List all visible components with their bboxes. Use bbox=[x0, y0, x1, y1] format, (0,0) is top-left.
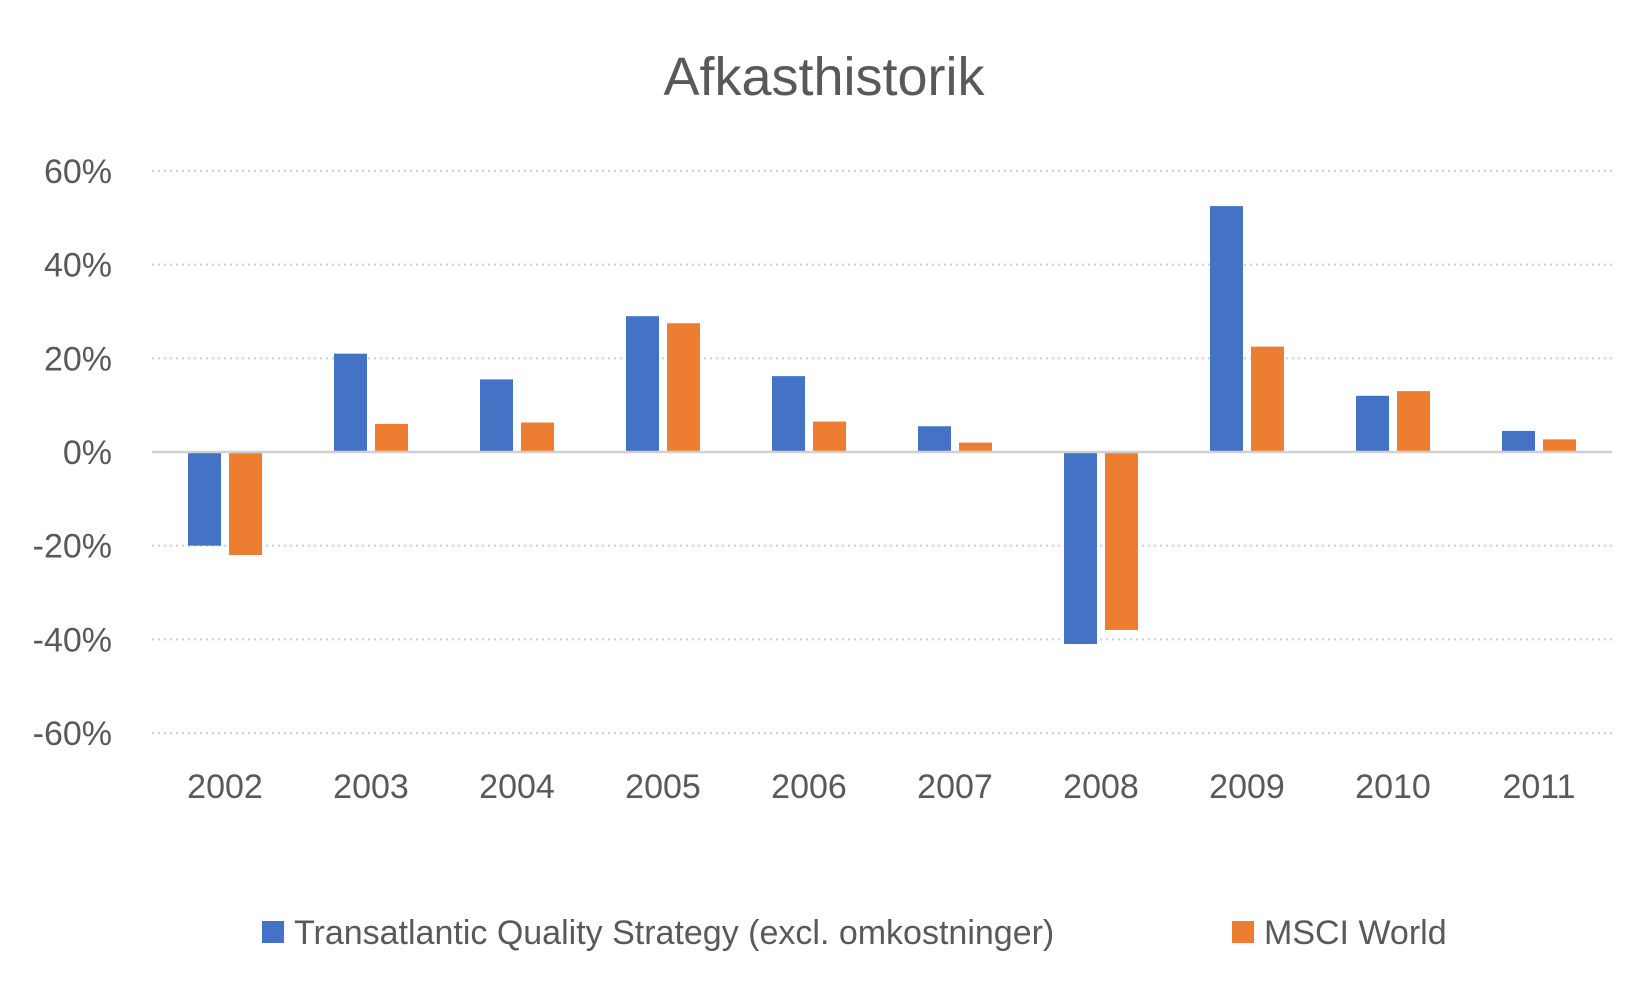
legend: Transatlantic Quality Strategy (excl. om… bbox=[262, 914, 1447, 952]
bar-series-1-2011 bbox=[1502, 430, 1535, 452]
y-tick-label: 60% bbox=[44, 153, 112, 191]
x-tick-label: 2011 bbox=[1502, 768, 1575, 806]
bar-series-2-2005 bbox=[667, 323, 700, 452]
x-tick-label: 2005 bbox=[625, 768, 701, 806]
bar-series-1-2006 bbox=[772, 376, 805, 452]
x-tick-label: 2010 bbox=[1355, 768, 1431, 806]
bar-series-2-2008 bbox=[1105, 452, 1138, 630]
legend-label-series-2: MSCI World bbox=[1264, 914, 1447, 952]
x-tick-label: 2004 bbox=[479, 768, 555, 806]
bar-series-1-2010 bbox=[1356, 395, 1389, 452]
chart-title: Afkasthistorik bbox=[663, 47, 985, 107]
x-tick-label: 2003 bbox=[333, 768, 409, 806]
bar-series-2-2006 bbox=[813, 421, 846, 452]
bar-series-2-2009 bbox=[1251, 346, 1284, 452]
bar-series-1-2004 bbox=[480, 379, 513, 452]
bar-series-2-2011 bbox=[1543, 439, 1576, 452]
x-tick-label: 2009 bbox=[1209, 768, 1285, 806]
y-axis-tick-labels: 60% 40% 20% 0% -20% -40% -60% bbox=[33, 153, 112, 753]
bars bbox=[188, 206, 1576, 645]
bar-series-1-2009 bbox=[1210, 206, 1243, 452]
legend-label-series-1: Transatlantic Quality Strategy (excl. om… bbox=[294, 914, 1054, 952]
bar-series-2-2004 bbox=[521, 422, 554, 452]
bar-series-1-2003 bbox=[334, 353, 367, 452]
x-axis-tick-labels: 2002 2003 2004 2005 2006 2007 2008 2009 2010 2011 bbox=[187, 768, 1575, 806]
legend-swatch-series-2 bbox=[1232, 921, 1254, 943]
y-tick-label: -20% bbox=[33, 528, 112, 566]
bar-series-1-2005 bbox=[626, 316, 659, 452]
y-tick-label: 0% bbox=[63, 434, 112, 472]
bar-series-2-2003 bbox=[375, 423, 408, 452]
x-tick-label: 2007 bbox=[917, 768, 993, 806]
x-tick-label: 2002 bbox=[187, 768, 263, 806]
y-tick-label: 40% bbox=[44, 247, 112, 285]
bar-series-1-2007 bbox=[918, 426, 951, 452]
y-tick-label: 20% bbox=[44, 340, 112, 378]
bar-series-2-2010 bbox=[1397, 391, 1430, 452]
x-tick-label: 2006 bbox=[771, 768, 847, 806]
y-tick-label: -60% bbox=[33, 715, 112, 753]
bar-series-2-2007 bbox=[959, 442, 992, 452]
bar-series-2-2002 bbox=[229, 452, 262, 556]
bar-series-1-2008 bbox=[1064, 452, 1097, 645]
x-tick-label: 2008 bbox=[1063, 768, 1139, 806]
y-tick-label: -40% bbox=[33, 621, 112, 659]
legend-swatch-series-1 bbox=[262, 921, 284, 943]
bar-series-1-2002 bbox=[188, 452, 221, 546]
